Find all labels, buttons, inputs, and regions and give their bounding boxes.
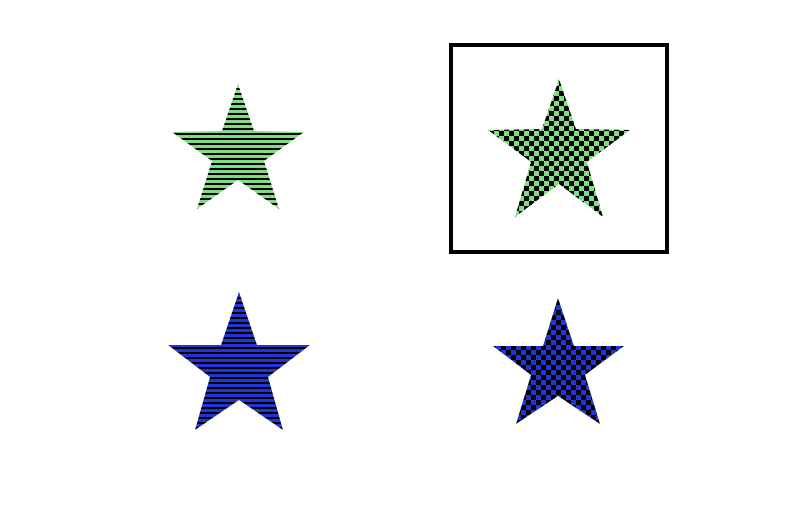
blue-checkered-star[interactable] bbox=[491, 295, 627, 428]
green-checkered-star[interactable] bbox=[484, 76, 634, 221]
green-checkered-star-icon bbox=[488, 79, 630, 217]
blue-striped-star-icon bbox=[168, 292, 310, 430]
green-striped-star-icon bbox=[172, 84, 304, 209]
blue-striped-star[interactable] bbox=[165, 289, 313, 434]
green-striped-star[interactable] bbox=[168, 80, 308, 215]
blue-checkered-star-icon bbox=[493, 298, 624, 424]
